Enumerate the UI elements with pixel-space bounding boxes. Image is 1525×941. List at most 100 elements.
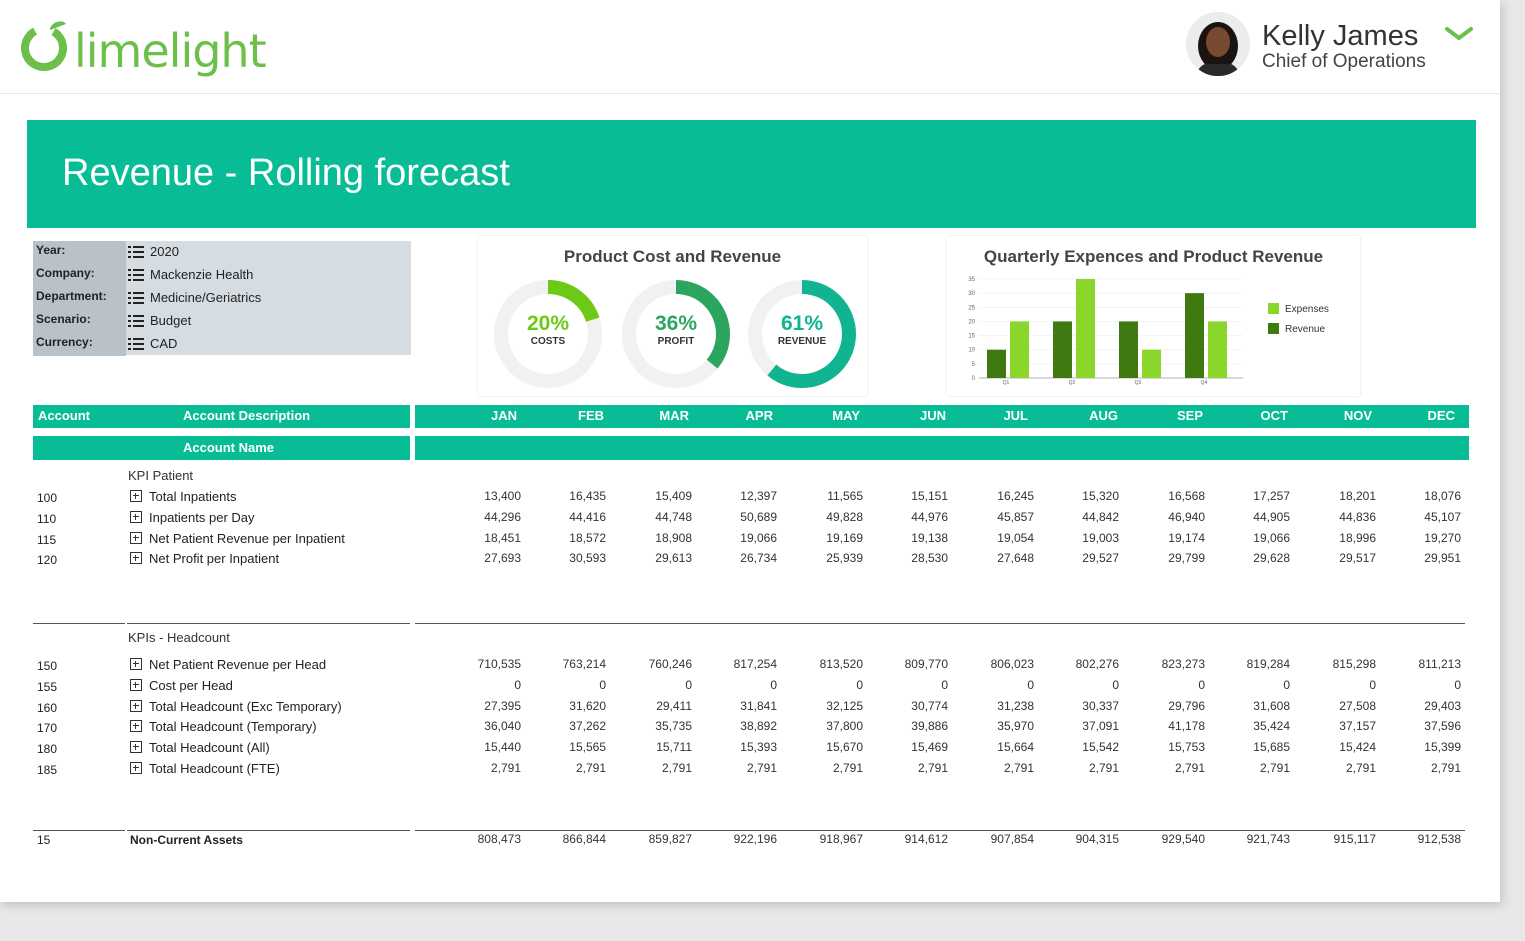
expand-icon[interactable]: [130, 511, 142, 523]
value-cell: 44,976: [911, 510, 948, 524]
expand-icon[interactable]: [130, 490, 142, 502]
account-name: Net Patient Revenue per Inpatient: [149, 531, 345, 546]
month-header-jan[interactable]: JAN: [490, 408, 517, 423]
limelight-logo[interactable]: limelight: [20, 18, 267, 78]
header-account-name: Account Name: [183, 440, 275, 455]
value-cell: 763,214: [562, 657, 606, 671]
value-cell: 19,270: [1424, 531, 1461, 545]
value-cell: 27,693: [484, 551, 521, 565]
account-number: 120: [37, 553, 58, 567]
donut-label: REVENUE: [777, 336, 827, 347]
month-header-nov[interactable]: NOV: [1343, 408, 1372, 423]
avatar[interactable]: [1186, 12, 1250, 76]
expand-icon[interactable]: [130, 532, 142, 544]
page: limelight Kelly James Chief of Operation…: [0, 0, 1500, 902]
expand-icon[interactable]: [130, 741, 142, 753]
filter-value[interactable]: 2020: [128, 241, 179, 264]
filter-value[interactable]: Medicine/Geriatrics: [128, 287, 261, 310]
value-cell: 2,791: [490, 761, 521, 775]
donut-arc: [494, 280, 602, 388]
table-header-account: Account Account Description: [33, 405, 410, 428]
total-row[interactable]: 15 Non-Current Assets 808,473 866,844 859,82…: [0, 831, 1500, 851]
donut-costs: 20% COSTS: [490, 276, 606, 392]
month-header-aug[interactable]: AUG: [1089, 408, 1118, 423]
account-number: 150: [37, 659, 58, 673]
value-cell: 18,451: [484, 531, 521, 545]
table-row[interactable]: 180 Total Headcount (All) 15,440 15,565 15,7…: [0, 740, 1500, 760]
table-row[interactable]: 150 Net Patient Revenue per Head 710,535 76…: [0, 657, 1500, 677]
value-cell: 29,951: [1424, 551, 1461, 565]
lime-icon: [20, 21, 67, 71]
expand-icon[interactable]: [130, 720, 142, 732]
expand-icon[interactable]: [130, 679, 142, 691]
value-cell: 29,799: [1168, 551, 1205, 565]
filter-value[interactable]: CAD: [128, 333, 177, 356]
account-name: Net Patient Revenue per Head: [149, 657, 327, 672]
value-cell: 15,151: [911, 489, 948, 503]
expand-icon[interactable]: [130, 700, 142, 712]
value-cell: 37,596: [1424, 719, 1461, 733]
month-header-apr[interactable]: APR: [745, 408, 773, 423]
table-row[interactable]: 120 Net Profit per Inpatient 27,693 30,593 2…: [0, 551, 1500, 571]
donut-percent: 20%: [526, 312, 570, 335]
table-row[interactable]: 100 Total Inpatients 13,400 16,435 15,409 12,…: [0, 489, 1500, 509]
donut-percent: 61%: [780, 312, 824, 335]
user-name: Kelly James: [1262, 20, 1419, 52]
value-cell: 823,273: [1161, 657, 1205, 671]
user-menu[interactable]: Kelly James Chief of Operations: [1186, 12, 1486, 80]
filter-value[interactable]: Budget: [128, 310, 191, 333]
filter-row: Company: Mackenzie Health: [33, 264, 411, 287]
row-divider: [127, 830, 410, 831]
value-cell: 2,791: [1345, 761, 1376, 775]
expand-icon[interactable]: [130, 762, 142, 774]
row-divider: [127, 623, 410, 624]
bar-expenses-q4: [1208, 321, 1227, 378]
table-row[interactable]: 115 Net Patient Revenue per Inpatient 18,4…: [0, 531, 1500, 551]
value-cell: 15,542: [1082, 740, 1119, 754]
expand-icon[interactable]: [130, 658, 142, 670]
value-cell: 15,685: [1253, 740, 1290, 754]
month-header-feb[interactable]: FEB: [578, 408, 604, 423]
month-header-jun[interactable]: JUN: [919, 408, 946, 423]
donut-label: PROFIT: [657, 336, 695, 347]
value-cell: 760,246: [648, 657, 692, 671]
table-row[interactable]: 110 Inpatients per Day 44,296 44,416 44,748 5…: [0, 510, 1500, 530]
value-cell: 44,842: [1082, 510, 1119, 524]
x-tick-label: Q2: [1069, 380, 1076, 386]
value-cell: 912,538: [1417, 832, 1461, 846]
month-header-oct[interactable]: OCT: [1260, 408, 1288, 423]
value-cell: 26,734: [740, 551, 777, 565]
account-name: Total Headcount (Exc Temporary): [149, 699, 342, 714]
month-header-jul[interactable]: JUL: [1003, 408, 1028, 423]
value-cell: 19,003: [1082, 531, 1119, 545]
value-cell: 31,608: [1253, 699, 1290, 713]
month-header-may[interactable]: MAY: [832, 408, 860, 423]
month-header-sep[interactable]: SEP: [1176, 408, 1203, 423]
month-header-mar[interactable]: MAR: [659, 408, 689, 423]
table-row[interactable]: 170 Total Headcount (Temporary) 36,040 37,2…: [0, 719, 1500, 739]
donut-revenue: 61% REVENUE: [744, 276, 860, 392]
table-row[interactable]: 185 Total Headcount (FTE) 2,791 2,791 2,791 2…: [0, 761, 1500, 781]
filter-value[interactable]: Mackenzie Health: [128, 264, 253, 287]
donut-ring: [622, 280, 730, 388]
value-cell: 18,201: [1339, 489, 1376, 503]
legend-label: Revenue: [1285, 324, 1325, 335]
value-cell: 922,196: [733, 832, 777, 846]
value-cell: 18,076: [1424, 489, 1461, 503]
value-cell: 0: [685, 678, 692, 692]
chevron-down-icon[interactable]: [1444, 24, 1474, 44]
value-cell: 2,791: [746, 761, 777, 775]
value-cell: 28,530: [911, 551, 948, 565]
month-header-dec[interactable]: DEC: [1427, 408, 1455, 423]
value-cell: 30,593: [569, 551, 606, 565]
table-row[interactable]: 155 Cost per Head 0 0 0 0 0 0 0 0 0 0 0 0: [0, 678, 1500, 698]
account-number: 160: [37, 701, 58, 715]
row-divider: [33, 830, 125, 831]
value-cell: 2,791: [917, 761, 948, 775]
value-cell: 37,800: [826, 719, 863, 733]
y-tick-label: 20: [968, 319, 975, 325]
account-name: Total Headcount (All): [149, 740, 270, 755]
table-row[interactable]: 160 Total Headcount (Exc Temporary) 27,395…: [0, 699, 1500, 719]
value-cell: 15,565: [569, 740, 606, 754]
expand-icon[interactable]: [130, 552, 142, 564]
